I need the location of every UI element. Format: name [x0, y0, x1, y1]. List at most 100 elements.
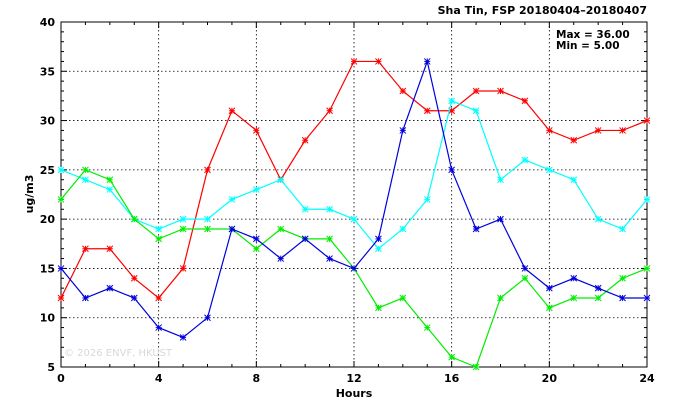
data-point [57, 166, 65, 174]
chart-title: Sha Tin, FSP 20180404–20180407 [438, 4, 647, 17]
data-point [179, 265, 187, 272]
data-point [521, 265, 529, 272]
data-point [130, 294, 138, 302]
data-point [643, 265, 651, 272]
x-tick-label: 0 [57, 372, 65, 385]
data-point [399, 87, 407, 95]
data-point [643, 294, 651, 302]
data-point [545, 304, 553, 312]
y-tick-label: 15 [40, 262, 55, 275]
data-point [252, 186, 260, 193]
x-tick-label: 24 [639, 372, 655, 385]
min-label: Min = 5.00 [556, 40, 620, 52]
data-point [228, 107, 236, 115]
data-point [82, 176, 89, 184]
y-tick-label: 40 [40, 16, 56, 29]
x-tick-label: 12 [346, 372, 361, 385]
data-point [497, 87, 504, 95]
data-point [301, 136, 309, 144]
data-point [130, 215, 138, 223]
data-point [179, 334, 187, 341]
x-tick-label: 4 [155, 372, 163, 385]
data-point [545, 127, 553, 134]
data-point [155, 225, 163, 233]
data-point [106, 186, 114, 193]
data-point [252, 245, 260, 253]
watermark: © 2026 ENVF, HKUST [64, 348, 173, 359]
data-point [619, 225, 626, 233]
data-point [399, 294, 407, 302]
data-point [301, 235, 309, 243]
data-point [375, 245, 382, 253]
data-point [545, 166, 553, 174]
data-point [326, 235, 333, 243]
data-point [521, 156, 529, 164]
data-point [204, 225, 211, 233]
data-point [472, 87, 480, 95]
data-point [594, 294, 602, 302]
y-tick-label: 35 [40, 65, 55, 78]
data-point [521, 274, 529, 282]
data-point [179, 225, 187, 233]
data-point [277, 176, 285, 184]
data-point [204, 215, 211, 223]
data-point [497, 176, 504, 184]
data-point [521, 97, 529, 105]
data-point [375, 304, 382, 312]
data-point [399, 225, 407, 233]
y-tick-label: 10 [40, 312, 56, 325]
data-point [204, 314, 211, 322]
data-point [619, 294, 626, 302]
data-point [570, 176, 578, 184]
data-point [326, 205, 333, 213]
x-tick-label: 8 [253, 372, 261, 385]
data-point [472, 225, 480, 233]
data-point [448, 107, 456, 115]
x-tick-label: 20 [542, 372, 558, 385]
data-point [594, 284, 602, 292]
max-label: Max = 36.00 [556, 29, 630, 41]
data-point [106, 176, 114, 184]
data-point [545, 284, 553, 292]
data-point [619, 274, 626, 282]
data-point [423, 196, 431, 203]
data-point [619, 127, 626, 134]
x-tick-label: 16 [444, 372, 460, 385]
y-tick-label: 20 [40, 213, 56, 226]
data-point [155, 294, 163, 302]
data-point [326, 107, 333, 115]
data-point [57, 196, 65, 203]
data-point [448, 166, 456, 174]
data-point [82, 245, 89, 253]
data-point [277, 225, 285, 233]
data-point [643, 196, 651, 203]
data-point [594, 127, 602, 134]
x-axis-label: Hours [336, 387, 373, 400]
data-point [277, 255, 285, 262]
data-point [57, 294, 65, 302]
data-point [375, 235, 382, 243]
data-point [448, 97, 456, 105]
data-point [350, 58, 358, 65]
data-point [472, 363, 480, 371]
data-point [497, 215, 504, 223]
data-point [252, 235, 260, 243]
data-point [448, 353, 456, 361]
data-point [375, 58, 382, 65]
data-point [155, 324, 163, 331]
data-point [179, 215, 187, 223]
data-point [106, 245, 114, 253]
data-point [570, 136, 578, 144]
data-point [82, 166, 89, 174]
data-point [301, 205, 309, 213]
data-point [155, 235, 163, 243]
data-point [594, 215, 602, 223]
y-tick-label: 5 [47, 361, 55, 374]
data-point [350, 215, 358, 223]
data-point [326, 255, 333, 262]
data-point [423, 107, 431, 115]
y-tick-label: 30 [40, 115, 56, 128]
data-point [570, 294, 578, 302]
data-point [643, 117, 651, 124]
